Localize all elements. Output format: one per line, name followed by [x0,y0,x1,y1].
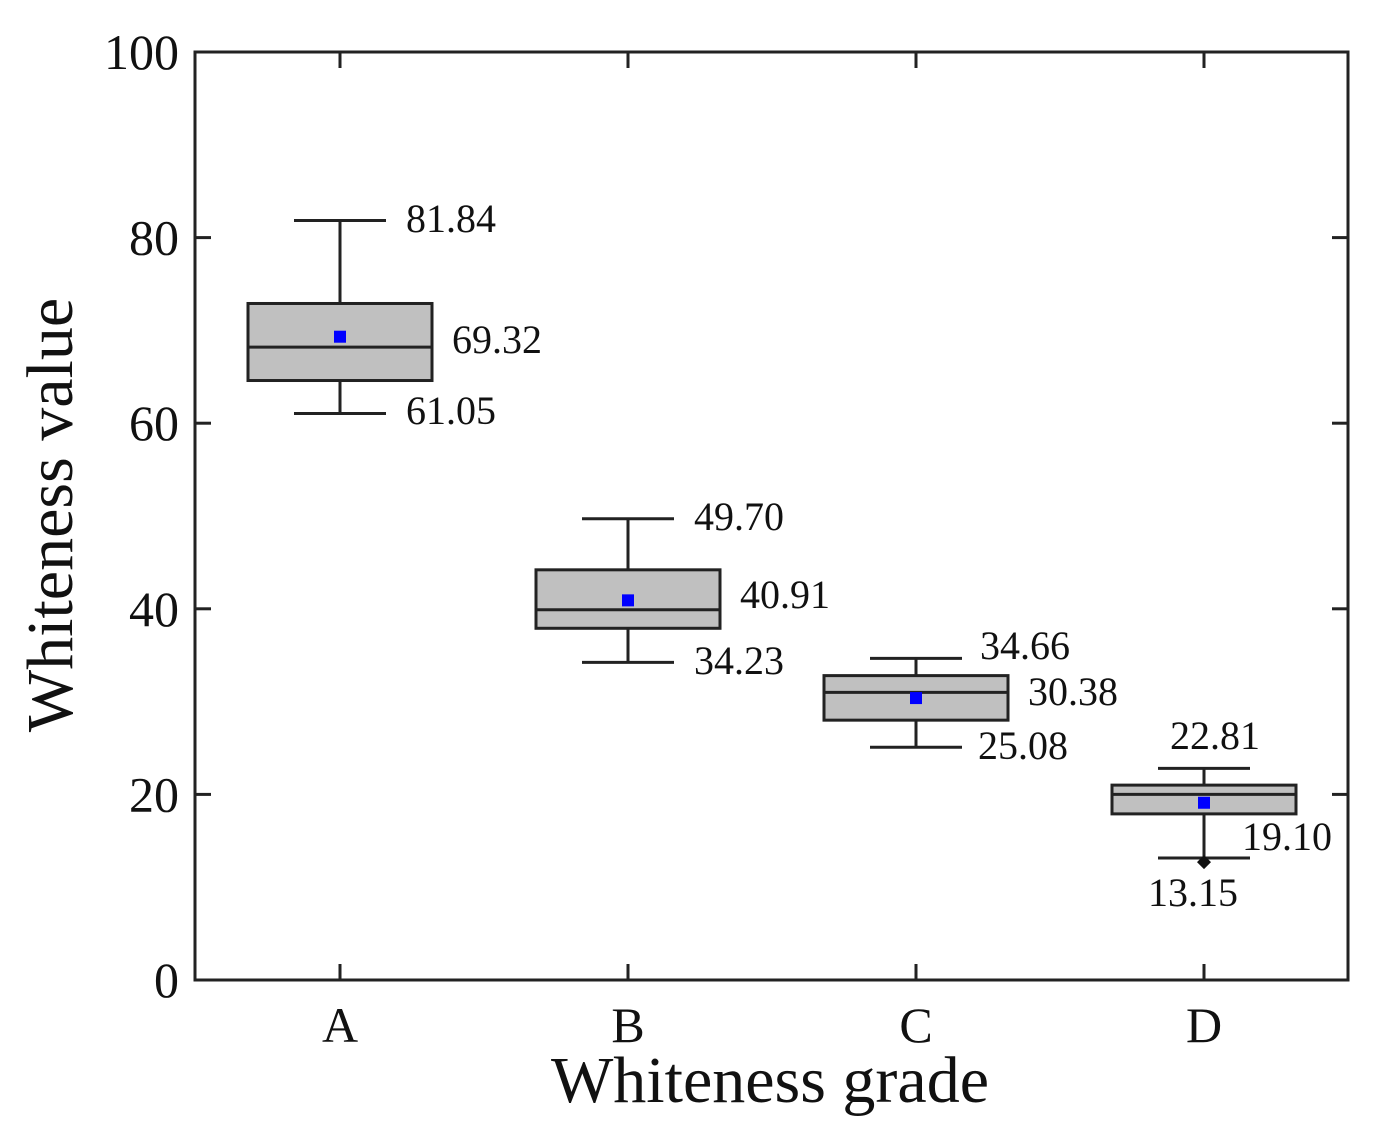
x-tick-label: B [611,997,644,1053]
y-tick-label: 40 [129,581,179,637]
axes-layer [193,50,1350,982]
data-label-min-c: 25.08 [978,723,1068,768]
y-tick-label: 0 [154,952,179,1008]
x-tick-label: A [322,997,358,1053]
y-tick-label: 80 [129,210,179,266]
mean-marker [1198,796,1210,809]
data-label-mean-c: 30.38 [1028,669,1118,714]
data-label-max-b: 49.70 [694,494,784,539]
mean-marker [334,330,346,343]
box-group-a [246,219,434,415]
box-group-c [822,656,1010,749]
data-label-min-a: 61.05 [406,388,496,433]
y-axis-title: Whiteness value [14,298,87,732]
box-group-d [1110,766,1298,870]
data-label-max-d: 22.81 [1170,713,1260,758]
labels-layer: 0 20 40 60 80 100 A B C D 81.84 69.32 61.05 49.70 40.9… [104,24,1332,1053]
data-label-mean-a: 69.32 [452,317,542,362]
y-tick-label: 100 [104,24,179,80]
data-label-mean-b: 40.91 [740,572,830,617]
box-group-b [534,517,722,664]
outlier-marker [1197,855,1211,870]
mean-marker [622,594,634,607]
data-label-min-b: 34.23 [694,638,784,683]
plot-frame [193,50,1350,982]
x-tick-label: D [1186,997,1222,1053]
x-tick-label: C [899,997,932,1053]
y-tick-label: 60 [129,395,179,451]
x-axis-title: Whiteness grade [551,1044,989,1117]
mean-marker [910,692,922,705]
data-label-mean-d: 19.10 [1242,814,1332,859]
data-label-max-c: 34.66 [980,623,1070,668]
data-label-max-a: 81.84 [406,196,496,241]
marks-layer [246,219,1298,870]
data-label-min-d: 13.15 [1148,870,1238,915]
y-tick-label: 20 [129,766,179,822]
